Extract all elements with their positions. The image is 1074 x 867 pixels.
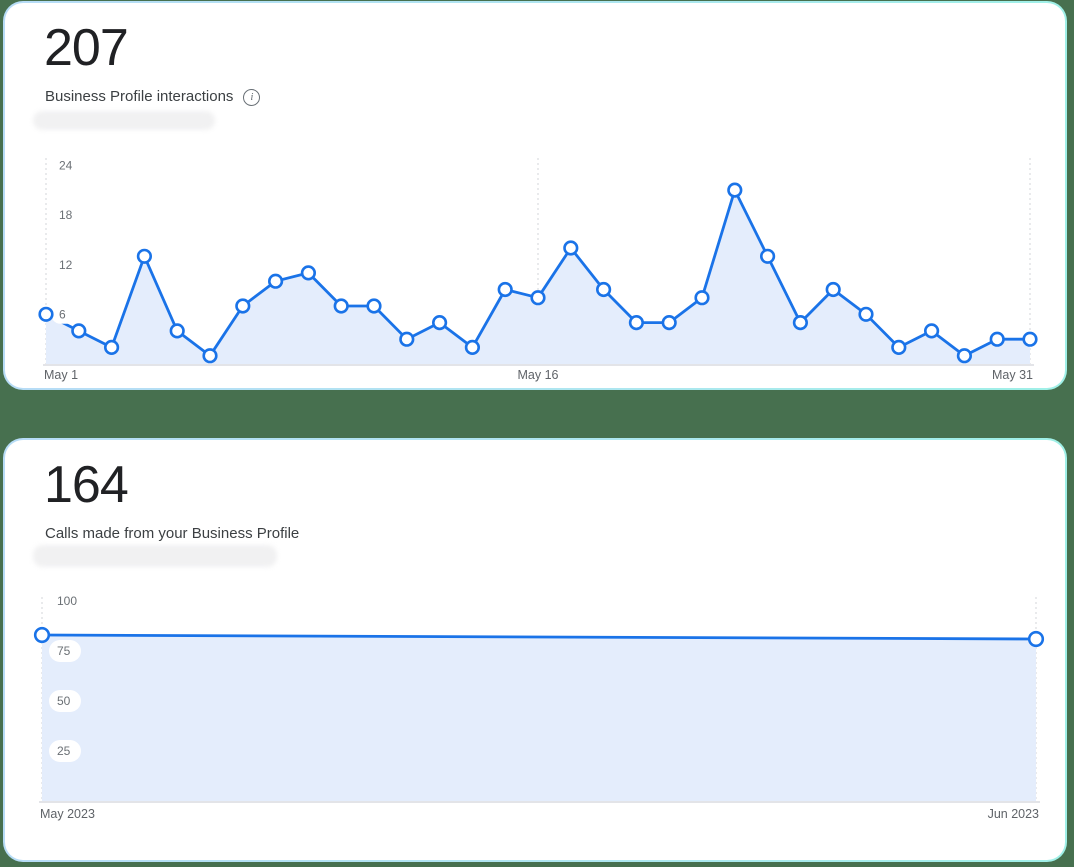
data-point-marker[interactable] (923, 323, 940, 339)
data-point-marker[interactable] (399, 331, 415, 347)
y-axis-tick: 100 (57, 594, 77, 608)
x-axis-tick: May 2023 (40, 807, 95, 821)
interactions-metric-label-row: Business Profile interactions i (45, 87, 261, 107)
y-tick-pill (51, 304, 79, 324)
data-point-marker[interactable] (989, 331, 1005, 347)
area-fill (42, 635, 1036, 801)
calls-chart: 25 50 75 100 May 2023 Jun 2023 (5, 589, 1065, 833)
y-axis-tick: 24 (59, 158, 73, 172)
data-point-marker[interactable] (891, 339, 907, 355)
calls-metric-label: Calls made from your Business Profile (45, 525, 300, 542)
y-axis-tick: 50 (57, 694, 71, 708)
y-tick-pill (51, 155, 79, 175)
data-point-marker[interactable] (1027, 630, 1045, 648)
y-axis-tick: 12 (59, 258, 73, 272)
info-icon[interactable]: i (243, 88, 261, 106)
data-point-marker[interactable] (103, 339, 120, 355)
x-axis-tick: May 16 (518, 368, 559, 382)
data-point-marker[interactable] (759, 248, 776, 264)
data-point-marker[interactable] (1022, 331, 1038, 347)
interactions-metric-value: 207 (44, 19, 129, 77)
data-point-marker[interactable] (661, 315, 677, 331)
data-point-marker[interactable] (628, 315, 645, 331)
y-tick-pill (49, 590, 81, 612)
data-point-marker[interactable] (694, 290, 710, 306)
data-point-marker[interactable] (727, 182, 743, 198)
calls-card: 164 Calls made from your Business Profil… (3, 438, 1067, 862)
data-point-marker[interactable] (38, 306, 54, 322)
redacted-date-range (33, 111, 215, 130)
data-point-marker[interactable] (497, 281, 513, 298)
data-point-marker[interactable] (366, 298, 382, 314)
y-axis-tick: 25 (57, 744, 71, 758)
interactions-card: 207 Business Profile interactions i 6 12 1… (3, 1, 1067, 390)
data-point-marker[interactable] (432, 315, 448, 331)
data-point-marker[interactable] (792, 315, 809, 331)
x-axis-tick: Jun 2023 (988, 807, 1039, 821)
data-point-marker[interactable] (268, 273, 284, 289)
y-axis-tick: 18 (59, 208, 73, 222)
data-point-marker[interactable] (530, 290, 546, 306)
calls-metric-label-row: Calls made from your Business Profile (45, 524, 299, 544)
redacted-date-range (33, 545, 277, 567)
data-point-marker[interactable] (595, 281, 612, 298)
data-point-marker[interactable] (825, 281, 841, 298)
data-point-marker[interactable] (300, 265, 317, 281)
y-tick-pill (49, 740, 81, 762)
y-tick-pill (49, 640, 81, 662)
data-point-marker[interactable] (858, 306, 874, 322)
y-tick-pill (51, 255, 79, 275)
business-profile-interactions-plot: 6 12 18 24 May 1 May 16 May 31 (38, 155, 1038, 382)
data-point-marker[interactable] (235, 298, 251, 314)
data-point-marker[interactable] (464, 339, 481, 355)
data-point-marker[interactable] (136, 248, 152, 264)
x-axis-tick: May 1 (44, 368, 78, 382)
data-point-marker[interactable] (71, 323, 87, 339)
data-point-marker[interactable] (202, 348, 218, 364)
y-axis-tick: 75 (57, 644, 71, 658)
data-point-marker[interactable] (956, 348, 973, 364)
x-axis-tick: May 31 (992, 368, 1033, 382)
data-point-marker[interactable] (33, 626, 51, 644)
y-tick-pill (51, 205, 79, 225)
y-axis-tick: 6 (59, 308, 66, 322)
interactions-chart: 6 12 18 24 May 1 May 16 May 31 (5, 148, 1065, 392)
area-fill (46, 190, 1030, 364)
calls-made-plot: 25 50 75 100 May 2023 Jun 2023 (33, 590, 1045, 821)
trend-line (40, 633, 1038, 641)
calls-metric-value: 164 (44, 456, 129, 514)
y-tick-pill (49, 690, 81, 712)
interactions-metric-label: Business Profile interactions (45, 88, 234, 105)
data-point-marker[interactable] (169, 323, 185, 339)
data-point-marker[interactable] (563, 240, 579, 256)
data-point-marker[interactable] (333, 298, 349, 314)
